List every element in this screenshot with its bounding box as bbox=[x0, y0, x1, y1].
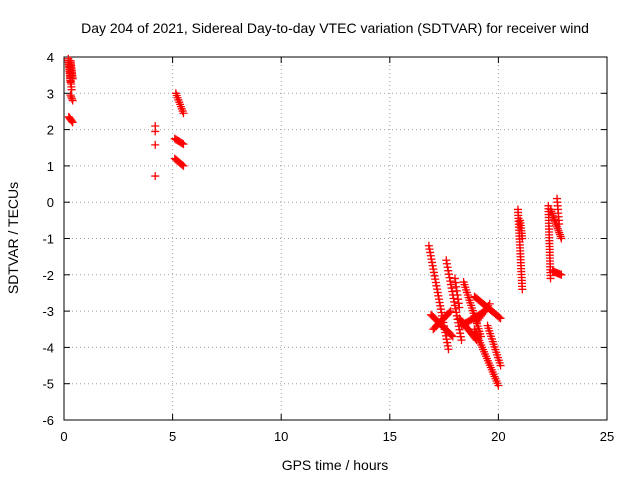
data-point bbox=[474, 315, 483, 324]
data-point bbox=[444, 266, 453, 275]
data-point bbox=[556, 232, 565, 241]
y-tick-label: -6 bbox=[42, 413, 54, 428]
data-point bbox=[67, 85, 76, 94]
data-point bbox=[442, 259, 451, 268]
data-point bbox=[455, 325, 464, 334]
data-point bbox=[546, 274, 555, 283]
y-tick-label: -3 bbox=[42, 304, 54, 319]
data-point bbox=[178, 139, 187, 148]
data-point bbox=[446, 307, 455, 316]
data-point bbox=[456, 332, 465, 341]
data-point bbox=[451, 304, 460, 313]
y-tick-label: -1 bbox=[42, 232, 54, 247]
data-point bbox=[446, 280, 455, 289]
y-tick-label: 0 bbox=[47, 195, 54, 210]
data-point bbox=[555, 219, 564, 228]
y-axis-label: SDTVAR / TECUs bbox=[5, 182, 21, 294]
y-tick-label: 3 bbox=[47, 86, 54, 101]
y-tick-label: -4 bbox=[42, 340, 54, 355]
data-point bbox=[67, 94, 76, 103]
data-point bbox=[457, 336, 466, 345]
data-point bbox=[557, 270, 566, 279]
data-point bbox=[442, 256, 451, 265]
data-point bbox=[68, 118, 77, 127]
data-point bbox=[445, 273, 454, 282]
data-point bbox=[554, 226, 563, 235]
data-point bbox=[151, 172, 160, 181]
data-point bbox=[557, 234, 566, 243]
data-point bbox=[478, 309, 487, 318]
x-tick-label: 0 bbox=[60, 429, 67, 444]
data-point bbox=[518, 285, 527, 294]
data-point bbox=[547, 207, 556, 216]
x-tick-label: 20 bbox=[491, 429, 505, 444]
data-point bbox=[482, 303, 491, 312]
data-point bbox=[179, 161, 188, 170]
data-point bbox=[445, 308, 454, 317]
x-tick-label: 10 bbox=[274, 429, 288, 444]
data-point bbox=[444, 270, 453, 279]
x-tick-label: 25 bbox=[600, 429, 614, 444]
data-point bbox=[546, 205, 555, 214]
data-point bbox=[67, 92, 76, 101]
data-point bbox=[178, 160, 187, 169]
data-point bbox=[448, 332, 457, 341]
data-point bbox=[485, 299, 494, 308]
data-point bbox=[447, 331, 456, 340]
data-point bbox=[443, 263, 452, 272]
data-point bbox=[151, 140, 160, 149]
y-tick-label: -5 bbox=[42, 377, 54, 392]
data-point bbox=[548, 211, 557, 220]
data-point bbox=[444, 345, 453, 354]
data-point bbox=[553, 224, 562, 233]
data-point bbox=[67, 117, 76, 126]
data-point bbox=[456, 329, 465, 338]
data-point bbox=[496, 361, 505, 370]
data-point bbox=[495, 313, 504, 322]
data-point bbox=[68, 96, 77, 105]
y-tick-label: -2 bbox=[42, 268, 54, 283]
axis-ticks: 0 5 10 15 20 25 -6 -5 -4 -3 -2 -1 0 1 2 3 4 bbox=[42, 50, 614, 444]
y-tick-label: 1 bbox=[47, 159, 54, 174]
x-tick-label: 5 bbox=[169, 429, 176, 444]
data-point bbox=[447, 284, 456, 293]
data-point bbox=[179, 109, 188, 118]
data-point bbox=[496, 314, 505, 323]
data-point bbox=[455, 303, 464, 312]
chart-title: Day 204 of 2021, Sidereal Day-to-day VTE… bbox=[81, 20, 589, 36]
data-points bbox=[64, 54, 566, 390]
data-point bbox=[66, 91, 75, 100]
data-point bbox=[555, 228, 564, 237]
y-tick-label: 4 bbox=[47, 50, 54, 65]
data-point bbox=[518, 234, 527, 243]
data-point bbox=[151, 127, 160, 136]
data-point bbox=[452, 308, 461, 317]
x-axis-label: GPS time / hours bbox=[282, 457, 389, 473]
data-point bbox=[550, 215, 559, 224]
grid bbox=[64, 57, 607, 420]
data-point bbox=[449, 294, 458, 303]
data-point bbox=[446, 277, 455, 286]
data-point bbox=[494, 381, 503, 390]
data-point bbox=[550, 217, 559, 226]
data-point bbox=[179, 140, 188, 149]
x-tick-label: 15 bbox=[383, 429, 397, 444]
y-tick-label: 2 bbox=[47, 123, 54, 138]
data-point bbox=[555, 230, 564, 239]
data-point bbox=[448, 287, 457, 296]
